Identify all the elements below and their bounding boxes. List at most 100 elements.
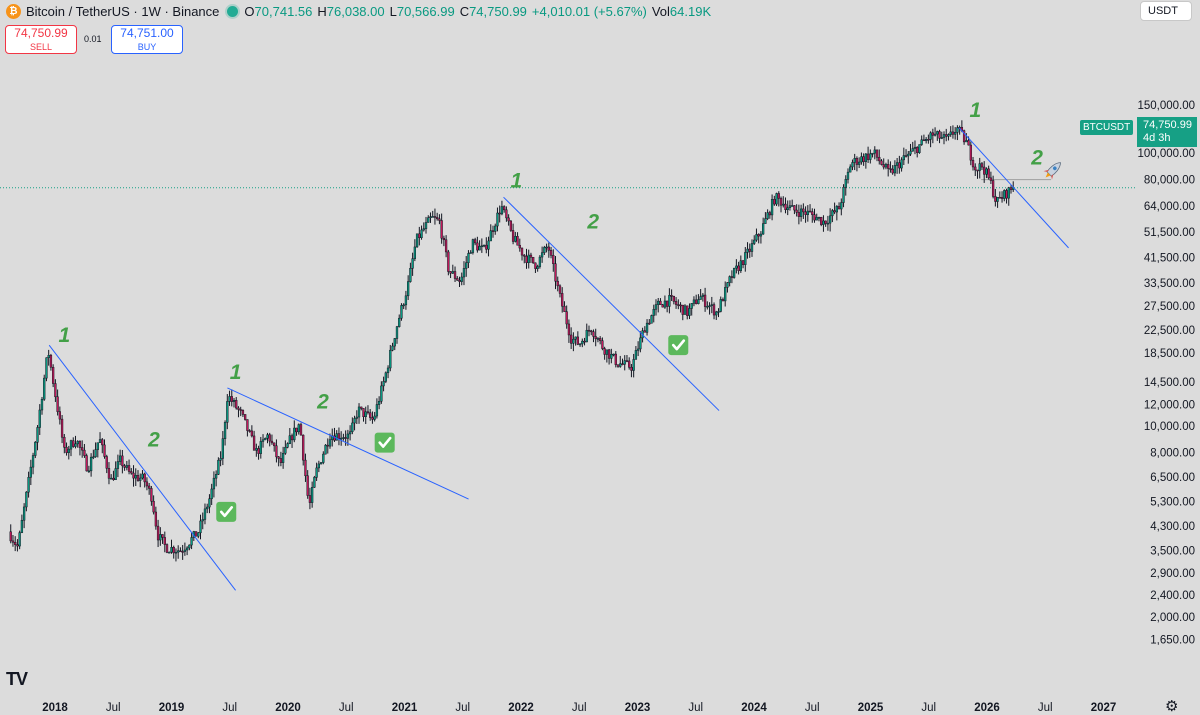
candle-body [20,519,24,533]
candle-body [489,230,492,242]
candle-body [214,474,218,479]
candle-body [878,156,881,162]
candle-body [261,439,265,442]
candle-body [34,441,37,456]
candle-body [357,406,361,418]
sell-button[interactable]: 74,750.99 SELL [5,25,77,54]
candle-body [302,434,305,461]
y-tick-label: 4,300.00 [1150,521,1195,533]
candle-body [567,323,571,336]
candle-body [746,248,749,253]
check-icon [374,432,395,453]
candle-body [326,444,329,447]
candle-body [797,212,801,217]
trendline [503,196,720,411]
candle-body [400,305,403,319]
candle-body [92,456,95,459]
candle-body [284,446,287,454]
candle-body [527,254,530,263]
candle-body [353,418,356,424]
price-axis[interactable]: 150,000.00120,000.00100,000.0080,000.006… [1137,100,1195,646]
candle-body [732,267,736,278]
candle-body [920,139,923,145]
candle-body [404,295,408,306]
candle-body [275,445,278,458]
candle-body [360,406,363,409]
x-tick-label: 2025 [858,702,884,714]
x-tick-label: 2021 [392,702,418,714]
candle-body [840,202,843,210]
wave-label: 1 [510,169,522,192]
x-tick-label: 2023 [625,702,651,714]
candle-body [916,146,919,153]
candle-body [197,532,200,537]
candle-body [875,149,879,158]
candle-body [206,506,209,510]
candle-body [554,263,557,282]
candle-body [726,282,729,288]
candle-body [322,453,325,463]
candle-body [822,220,825,225]
candle-body [78,441,82,448]
candle-body [485,244,488,250]
candle-body [190,537,193,546]
candle-body [757,234,760,237]
candle-body [710,304,713,306]
candle-body [594,336,597,339]
candle-body [52,366,55,384]
gear-icon[interactable]: ⚙ [1165,698,1179,715]
currency-select[interactable]: USDT [1140,1,1192,21]
candle-body [724,287,727,302]
candle-body [398,317,401,327]
candle-body [60,418,64,438]
candle-body [355,416,358,419]
candle-body [444,239,448,253]
candle-body [268,434,271,442]
ohlc-value: 76,038.00 [326,3,385,19]
y-tick-label: 12,000.00 [1144,399,1195,411]
candle-body [304,459,307,477]
candle-body [788,205,792,208]
ohlc-item: C74,750.99 [460,4,527,19]
y-tick-label: 22,500.00 [1144,325,1195,337]
candle-body [909,150,912,155]
candle-body [989,177,993,181]
candle-body [226,401,229,423]
candle-body [248,430,251,432]
candle-body [949,131,952,135]
candle-body [152,500,155,513]
candle-body [804,211,807,215]
candle-body [652,309,655,316]
x-tick-label: 2019 [159,702,185,714]
candle-body [297,424,300,433]
time-axis[interactable]: 2018 Jul 2019 Jul 2020 Jul 2021 Jul 2022 Jul 2023 J… [42,702,1116,714]
bar-countdown: 4d 3h [1143,132,1171,144]
symbol-header: ₿ Bitcoin / TetherUS · 1W · Binance O70,… [0,0,716,22]
y-tick-label: 6,500.00 [1150,472,1195,484]
candle-body [427,217,430,223]
candle-body [9,531,12,542]
candle-body [156,525,160,541]
candle-body [476,242,479,251]
candle-body [241,410,245,415]
x-tick-label: Jul [688,702,703,714]
buy-button[interactable]: 74,751.00 BUY [111,25,183,54]
candle-body [858,161,861,165]
symbol-title[interactable]: Bitcoin / TetherUS · 1W · Binance [26,3,220,19]
candle-body [951,131,955,135]
tradingview-logo[interactable]: TV [6,669,28,689]
candle-body [587,329,591,332]
candle-body [270,440,274,444]
candle-body [791,205,794,207]
candle-body [371,417,374,420]
candle-body [43,377,46,400]
trendlines[interactable] [48,127,1069,591]
candle-body [375,404,379,417]
sell-label: SELL [29,41,53,52]
candle-body [922,139,926,142]
candle-body [420,229,423,238]
candle-body [203,508,207,520]
candle-body [985,168,988,175]
candle-body [116,461,120,469]
